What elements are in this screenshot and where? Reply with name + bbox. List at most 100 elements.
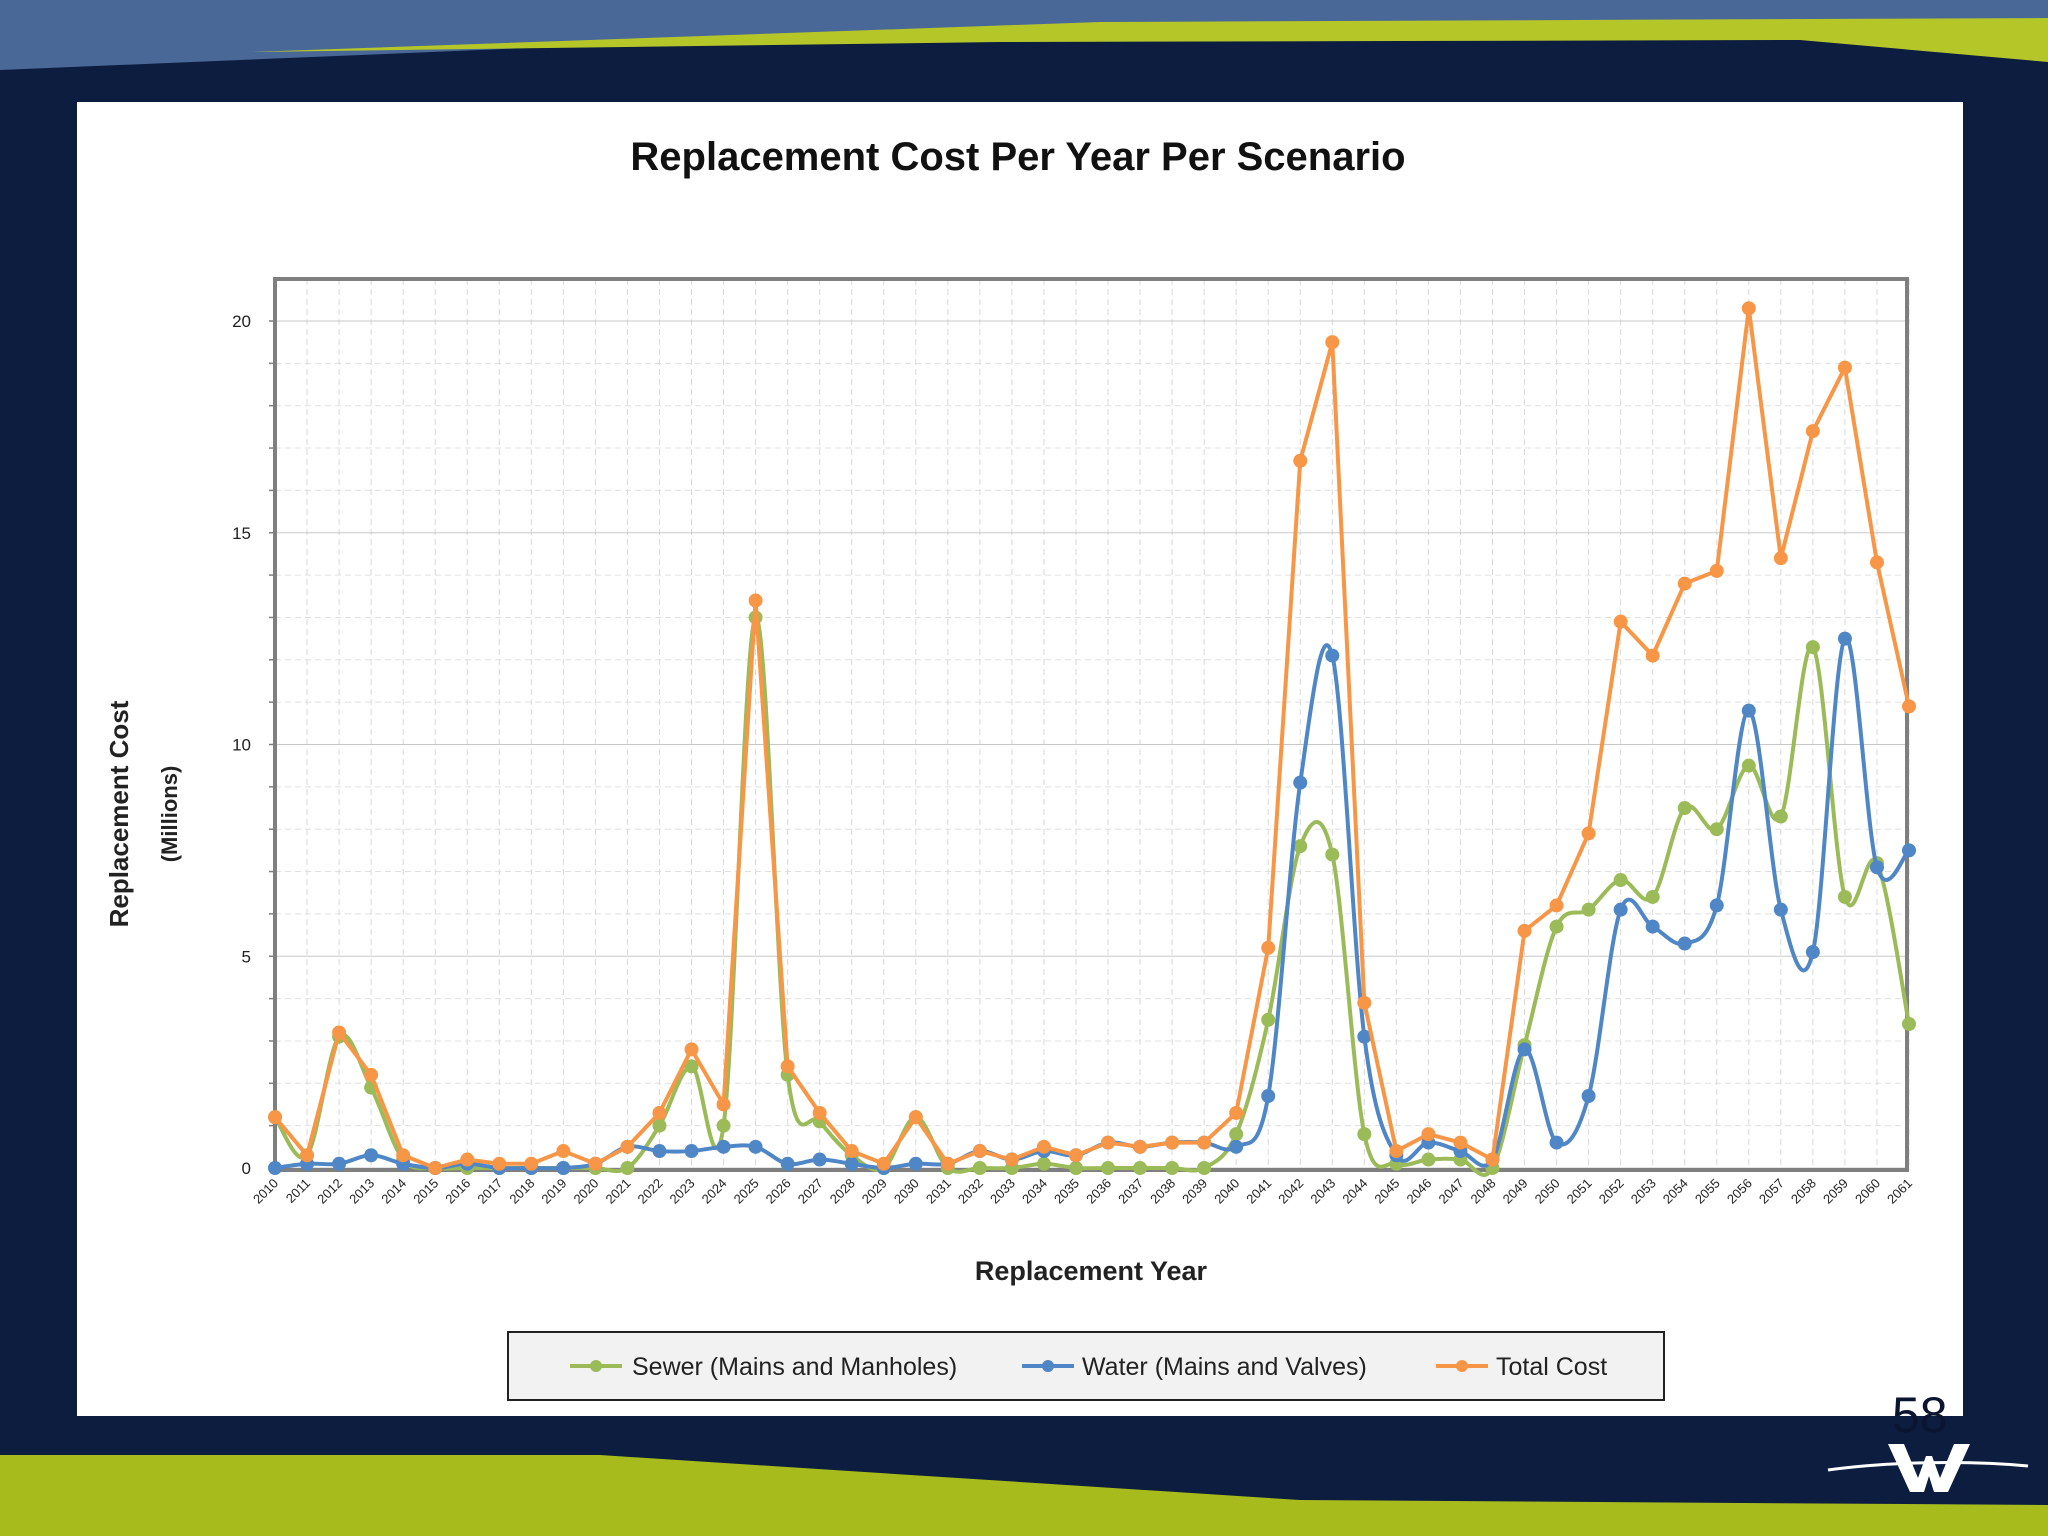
data-point [1421,1127,1436,1142]
data-point [1293,775,1308,790]
data-point [1741,703,1756,718]
x-tick-label: 2028 [827,1176,858,1207]
bottom-green-band [0,1455,2048,1536]
data-point [1517,923,1532,938]
data-point [556,1144,571,1159]
x-tick-label: 2012 [314,1176,345,1207]
y-tick-label: 15 [232,524,251,543]
data-point [1453,1135,1468,1150]
data-point [1197,1161,1212,1175]
x-tick-label: 2022 [635,1176,666,1207]
data-point [1902,843,1916,858]
data-point [1773,902,1788,917]
x-tick-label: 2032 [955,1176,986,1207]
y-tick-label: 0 [242,1159,251,1178]
data-point [1709,563,1724,578]
data-point [1293,839,1308,854]
data-point [1741,301,1756,316]
x-tick-label: 2010 [250,1176,281,1207]
data-point [716,1118,731,1133]
data-point [1645,648,1660,663]
x-tick-label: 2053 [1628,1176,1659,1207]
x-tick-label: 2047 [1436,1176,1467,1207]
data-point [1357,1127,1372,1142]
data-point [1549,919,1564,934]
data-point [620,1161,635,1175]
data-point [1036,1156,1051,1171]
data-point [1805,945,1820,960]
data-point [780,1059,795,1074]
data-point [716,1097,731,1112]
data-point [972,1144,987,1159]
chart-title: Replacement Cost Per Year Per Scenario [630,135,1405,179]
data-point [1805,424,1820,439]
data-point [1709,898,1724,913]
data-point [332,1156,347,1171]
data-point [492,1156,507,1171]
data-point [364,1148,379,1163]
data-point [1805,640,1820,655]
line-chart: Replacement Cost Per Year Per Scenario 0… [104,135,1916,1401]
data-point [1325,847,1340,862]
x-tick-label: 2058 [1788,1176,1819,1207]
x-tick-label: 2049 [1500,1176,1531,1207]
data-point [1133,1139,1148,1154]
legend: Sewer (Mains and Manholes) Water (Mains … [507,1331,1665,1401]
x-tick-label: 2036 [1083,1176,1114,1207]
data-point [652,1118,667,1133]
x-tick-label: 2045 [1371,1176,1402,1207]
data-point [268,1110,282,1125]
data-point [1165,1161,1180,1175]
data-point [972,1161,987,1175]
data-point [1549,1135,1564,1150]
data-point [1421,1152,1436,1167]
data-point [268,1161,282,1175]
x-tick-label: 2038 [1147,1176,1178,1207]
data-point [1036,1139,1051,1154]
y-axis-sublabel: (Millions) [157,766,182,863]
data-point [1645,889,1660,904]
data-point [1869,555,1884,570]
data-point [684,1059,699,1074]
series-total [268,301,1916,1175]
x-tick-label: 2020 [570,1176,601,1207]
data-point [844,1144,859,1159]
w-logo-icon [1827,1444,2029,1492]
x-tick-label: 2031 [923,1176,954,1207]
x-tick-label: 2048 [1468,1176,1499,1207]
y-tick-label: 5 [242,947,251,966]
y-axis-label: Replacement Cost [104,700,134,927]
x-tick-label: 2059 [1820,1176,1851,1207]
data-point [1101,1135,1116,1150]
data-point [1325,335,1340,350]
data-point [1293,453,1308,468]
data-point [620,1139,635,1154]
data-point [1229,1105,1244,1120]
x-tick-label: 2035 [1051,1176,1082,1207]
data-point [588,1156,603,1171]
x-tick-label: 2050 [1532,1176,1563,1207]
x-tick-label: 2041 [1243,1176,1274,1207]
data-point [1261,940,1276,955]
x-tick-label: 2043 [1307,1176,1338,1207]
data-point [1773,809,1788,824]
data-point [1197,1135,1212,1150]
x-tick-label: 2061 [1884,1176,1915,1207]
x-tick-label: 2013 [346,1176,377,1207]
data-point [1004,1152,1019,1167]
x-tick-label: 2044 [1339,1176,1370,1207]
x-tick-label: 2056 [1724,1176,1755,1207]
plot-area-frame [273,277,1909,1172]
x-tick-label: 2021 [602,1176,633,1207]
x-tick-label: 2037 [1115,1176,1146,1207]
legend-label-total: Total Cost [1496,1353,1607,1381]
legend-label-sewer: Sewer (Mains and Manholes) [632,1353,957,1381]
x-tick-label: 2060 [1852,1176,1883,1207]
data-point [1549,898,1564,913]
data-point [908,1110,923,1125]
x-tick-label: 2034 [1019,1176,1050,1207]
data-point [652,1144,667,1159]
x-tick-label: 2018 [506,1176,537,1207]
data-point [748,1139,763,1154]
x-tick-label: 2030 [891,1176,922,1207]
